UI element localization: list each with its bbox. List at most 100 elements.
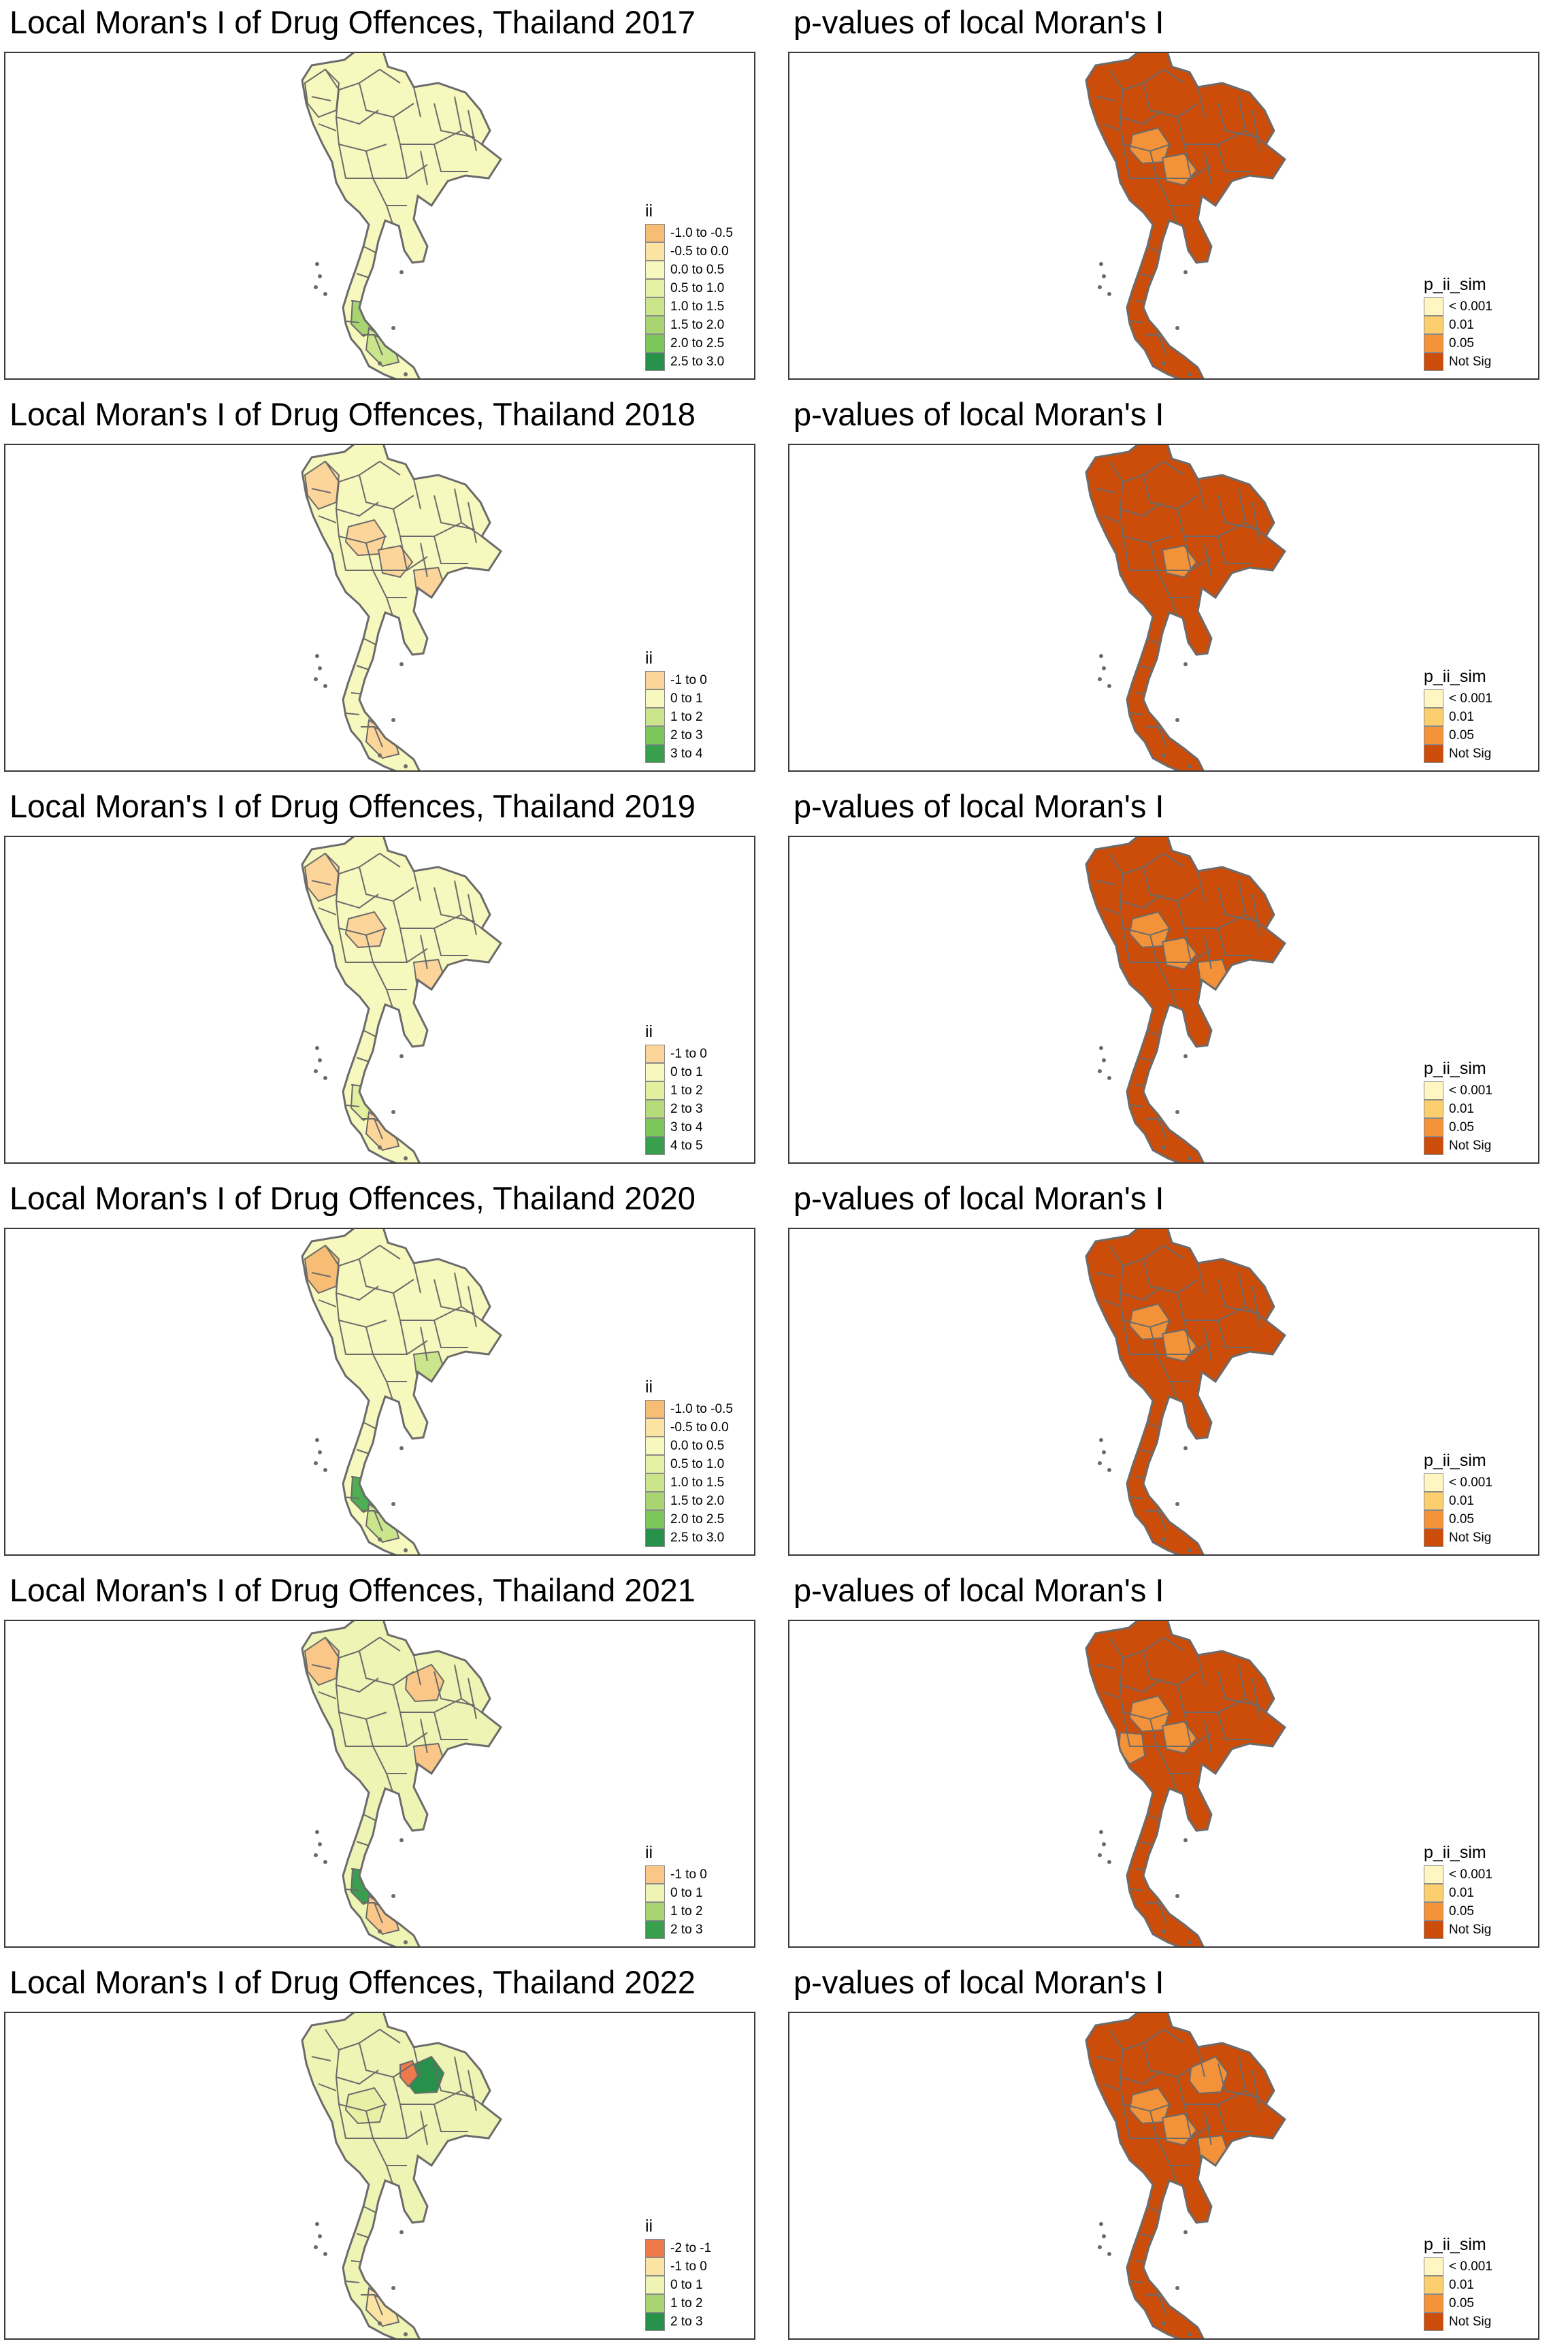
legend-swatch [645,1492,665,1510]
legend-entry: 0 to 1 [645,689,707,708]
legend-label: 0.05 [1449,2296,1474,2310]
province-border [1183,144,1192,179]
island [1098,1461,1102,1465]
legend-entry: 3 to 4 [645,1118,707,1137]
legend-entry: -1.0 to -0.5 [645,1400,733,1418]
island [314,1853,318,1857]
province-border [311,1664,331,1669]
province-border [1218,495,1260,530]
province-border [1252,1286,1261,1328]
province-border [1163,2029,1185,2044]
province-border [335,1657,379,1693]
island [1183,270,1188,274]
island [1162,2321,1166,2325]
legend-swatch [1424,1473,1443,1492]
country-fill [1086,1229,1285,1554]
legend-label: 2 to 3 [670,1101,703,1116]
legend-swatch [645,1137,665,1155]
map-legend: ii -1 to 0 0 to 1 1 to 2 2 to 3 3 to 4 [645,649,707,763]
province-border [1122,536,1157,571]
local-morans-panel: Local Moran's I of Drug Offences, Thaila… [0,1176,769,1568]
legend-label: 0 to 1 [670,691,703,706]
province-border [1218,2104,1252,2132]
legend-swatch [645,1081,665,1100]
province-border [1140,1057,1154,1062]
province-border [1218,1712,1252,1740]
p-value-panel: p-values of local Moran's I p_ii_sim < 0.0… [784,1960,1553,2352]
island [1102,2234,1106,2238]
legend-label: < 0.001 [1449,691,1492,706]
r4-right-map-thailand [1085,1621,1286,1946]
legend-entry: < 0.001 [1424,1081,1492,1100]
legend-label: 1 to 2 [670,1904,703,1918]
legend-swatch [645,726,665,745]
map-frame: p_ii_sim < 0.001 0.01 0.05 Not Sig [788,1228,1539,1556]
legend-label: Not Sig [1449,1922,1492,1937]
legend-entry: 2.5 to 3.0 [645,353,733,371]
island [1188,1940,1192,1944]
panel-title: p-values of local Moran's I [794,396,1164,432]
legend-label: -1.0 to -0.5 [670,1401,733,1416]
island [1107,2252,1111,2256]
map-legend: ii -1 to 0 0 to 1 1 to 2 2 to 3 [645,1843,707,1939]
province-border [413,2046,421,2078]
island [1107,292,1111,296]
legend-entry: 1.0 to 1.5 [645,297,733,316]
province-border [1238,1664,1267,1713]
legend-label: 1.5 to 2.0 [670,1493,725,1508]
province-border [1149,934,1212,963]
region-east [412,566,445,599]
province-border [454,96,483,145]
legend-swatch [1424,726,1443,745]
panel-title: p-values of local Moran's I [794,1964,1164,2000]
province-border [1204,1718,1212,1754]
legend-entry: 0.01 [1424,1492,1492,1510]
province-border [325,461,380,483]
legend-entry: 0.05 [1424,2294,1492,2313]
map-frame: p_ii_sim < 0.001 0.01 0.05 Not Sig [788,1620,1539,1948]
legend-title: p_ii_sim [1424,275,1486,294]
island [315,654,319,658]
legend-title: p_ii_sim [1424,1059,1486,1078]
legend-label: 0.01 [1449,1885,1474,1900]
province-border [336,1684,387,1720]
island [1175,1894,1179,1898]
island [1183,2230,1188,2234]
province-border [434,1320,468,1348]
province-border [318,907,337,915]
legend-label: Not Sig [1449,1138,1492,1153]
local-morans-panel: Local Moran's I of Drug Offences, Thaila… [0,784,769,1176]
map-canvas [1085,445,1286,770]
legend-entry: Not Sig [1424,2313,1492,2331]
province-border [413,1262,421,1294]
legend-entry: Not Sig [1424,353,1492,371]
province-border [336,900,387,936]
legend-swatch [645,1473,665,1492]
province-border [338,536,373,571]
province-border [399,144,408,179]
province-border [1218,536,1252,564]
province-border [1218,2063,1260,2098]
province-border [420,934,428,970]
province-border [1143,1650,1198,1686]
island [323,2252,327,2256]
province-border [356,1841,370,1846]
legend-swatch [645,261,665,279]
province-border [363,638,378,646]
province-border [356,273,370,278]
r2-right-map-thailand [1085,837,1286,1162]
local-morans-panel: Local Moran's I of Drug Offences, Thaila… [0,1568,769,1960]
province-border [1177,1292,1246,1321]
province-border [1218,103,1260,138]
legend-label: -1.0 to -0.5 [670,225,733,240]
province-border [1129,713,1144,715]
legend-label: -1 to 0 [670,1867,707,1882]
legend-entry: 0.05 [1424,1118,1492,1137]
province-border [434,2104,468,2132]
legend-swatch [645,708,665,726]
province-border [1122,1320,1157,1355]
region-east [1196,958,1229,991]
legend-swatch [645,1063,665,1081]
map-canvas [1085,2013,1286,2338]
province-border [335,1265,379,1301]
